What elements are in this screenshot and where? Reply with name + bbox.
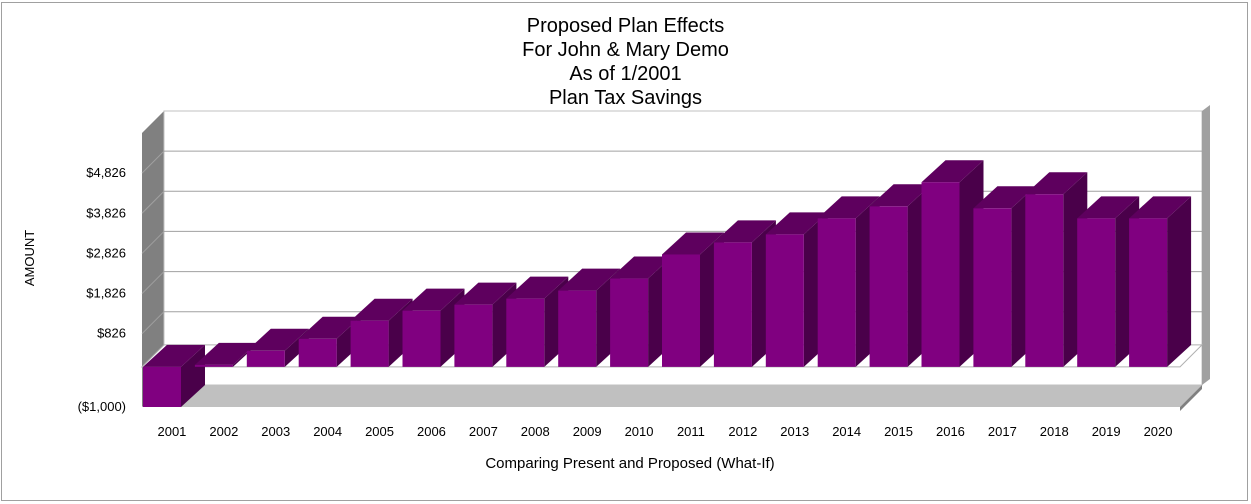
bar-front (662, 254, 700, 367)
gridline-diag (141, 190, 165, 214)
x-axis-ticks: 2001 2002 2003 2004 2005 2006 2007 2008 2009 2010… (157, 424, 1172, 439)
x-tick-label: 2006 (417, 424, 446, 439)
bar-front (1025, 194, 1064, 367)
bar (350, 298, 413, 367)
x-tick-label: 2013 (780, 424, 809, 439)
bar-top (246, 328, 309, 351)
x-tick-label: 2017 (988, 424, 1017, 439)
left-wall (142, 111, 164, 407)
bar-front (298, 338, 337, 367)
gridline-diag (141, 150, 165, 174)
bar-top (973, 186, 1036, 209)
gridline-diag (141, 311, 165, 335)
x-tick-label: 2001 (157, 424, 186, 439)
bar-top (298, 316, 361, 339)
x-tick-label: 2015 (884, 424, 913, 439)
x-tick-label: 2016 (936, 424, 965, 439)
x-axis-title: Comparing Present and Proposed (What-If) (485, 455, 774, 472)
bar (1129, 196, 1192, 367)
bar-front (246, 350, 285, 367)
bar-top (869, 184, 932, 207)
bar-top (1129, 196, 1192, 219)
title-line-3: As of 1/2001 (569, 63, 682, 85)
bar (454, 282, 517, 367)
bar-top (817, 196, 880, 219)
y-tick-label: $826 (97, 326, 126, 341)
right-wall (1202, 105, 1210, 385)
chart-title: Proposed Plan Effects For John & Mary De… (0, 14, 1251, 110)
bar-side (181, 344, 205, 407)
bar-front (558, 290, 597, 367)
bar-top (1025, 172, 1088, 195)
y-axis-ticks: ($1,000) $826 $1,826 $2,826 $3,826 $4,826 (78, 165, 126, 414)
bar-front (765, 234, 804, 367)
bar-front (869, 206, 908, 367)
bar-top (662, 232, 724, 255)
y-tick-label: $3,826 (86, 205, 126, 220)
x-tick-label: 2007 (469, 424, 498, 439)
bar-top (350, 298, 413, 321)
bar-top (1077, 196, 1140, 219)
bar-top (454, 282, 517, 305)
x-tick-label: 2020 (1144, 424, 1173, 439)
bar-front (973, 208, 1012, 367)
bar-front (1077, 218, 1116, 367)
x-tick-label: 2019 (1092, 424, 1121, 439)
bar (817, 196, 880, 367)
bar-front (506, 298, 545, 367)
bar-front (610, 278, 649, 367)
bars (143, 160, 1192, 407)
bar-front (1129, 218, 1168, 367)
x-tick-label: 2003 (261, 424, 290, 439)
title-line-1: Proposed Plan Effects (526, 15, 725, 37)
x-tick-label: 2008 (521, 424, 550, 439)
bar-top (713, 220, 776, 243)
floor (142, 385, 1202, 407)
x-tick-label: 2004 (313, 424, 342, 439)
bar-front (350, 320, 389, 367)
gridline-diag (141, 231, 165, 254)
bar-front (921, 182, 960, 367)
y-tick-label: $1,826 (86, 286, 126, 301)
title-line-4: Plan Tax Savings (548, 87, 703, 109)
bar (558, 268, 621, 367)
x-tick-label: 2005 (365, 424, 394, 439)
bar-top (143, 344, 205, 367)
bar-front (454, 304, 493, 367)
bar-top (194, 342, 257, 365)
bar-top (921, 160, 984, 183)
x-tick-label: 2014 (832, 424, 861, 439)
x-tick-label: 2012 (728, 424, 757, 439)
x-tick-label: 2010 (625, 424, 654, 439)
bar-side (1167, 196, 1192, 367)
bar-front (713, 242, 752, 367)
bar-top (610, 256, 673, 279)
floor-edge (1180, 385, 1202, 411)
x-tick-label: 2002 (209, 424, 238, 439)
bar (1025, 172, 1088, 367)
gridline-diag (141, 271, 165, 294)
bar-top (558, 268, 621, 291)
y-axis-title: AMOUNT (22, 230, 37, 286)
y-tick-label: $4,826 (86, 165, 126, 180)
bar (143, 344, 205, 407)
title-line-2: For John & Mary Demo (522, 39, 729, 61)
x-tick-label: 2018 (1040, 424, 1069, 439)
bar-front (143, 366, 181, 407)
bar-top (765, 212, 828, 235)
bar-front (817, 218, 856, 367)
x-tick-label: 2011 (677, 424, 705, 439)
bar-front (402, 310, 441, 367)
y-tick-label: $2,826 (86, 245, 126, 260)
bar-top (402, 288, 465, 311)
bar-front (194, 364, 233, 367)
bar-top (506, 276, 569, 299)
y-tick-label: ($1,000) (78, 399, 126, 414)
x-tick-label: 2009 (573, 424, 602, 439)
